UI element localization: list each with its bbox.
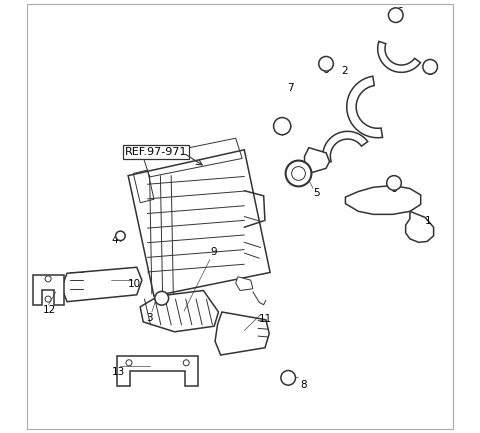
Text: 1: 1 (425, 216, 432, 226)
Polygon shape (346, 185, 420, 214)
Polygon shape (33, 275, 64, 305)
Polygon shape (304, 148, 329, 174)
Text: 4: 4 (112, 235, 119, 245)
Circle shape (387, 176, 401, 190)
Polygon shape (215, 312, 269, 355)
Polygon shape (140, 291, 218, 332)
Text: 5: 5 (313, 188, 320, 198)
Polygon shape (118, 356, 198, 386)
Text: 2: 2 (341, 66, 348, 76)
Circle shape (45, 276, 51, 282)
Circle shape (183, 360, 189, 366)
Text: 11: 11 (258, 314, 272, 324)
Polygon shape (406, 211, 433, 242)
Text: 10: 10 (128, 279, 141, 290)
Polygon shape (128, 150, 270, 296)
Circle shape (155, 291, 168, 305)
Text: 8: 8 (300, 380, 307, 390)
Polygon shape (378, 42, 420, 72)
Polygon shape (61, 267, 142, 302)
Text: 6: 6 (391, 184, 397, 194)
Text: 13: 13 (112, 367, 125, 377)
Circle shape (423, 59, 437, 74)
Text: 3: 3 (146, 313, 153, 323)
Circle shape (388, 8, 403, 23)
Text: 7: 7 (288, 83, 294, 93)
Polygon shape (323, 131, 368, 164)
Circle shape (292, 167, 305, 181)
Circle shape (126, 360, 132, 366)
Polygon shape (236, 277, 253, 291)
Circle shape (286, 161, 312, 186)
Text: 9: 9 (211, 247, 217, 257)
Text: 6: 6 (322, 65, 328, 75)
Text: 12: 12 (43, 305, 57, 315)
Circle shape (116, 231, 125, 241)
Text: 6: 6 (396, 7, 403, 17)
Circle shape (281, 371, 296, 385)
Polygon shape (347, 76, 383, 138)
Text: REF.97-971: REF.97-971 (125, 147, 187, 157)
Circle shape (319, 56, 333, 71)
Circle shape (274, 117, 291, 135)
Text: 6: 6 (426, 68, 432, 78)
Circle shape (45, 296, 51, 302)
